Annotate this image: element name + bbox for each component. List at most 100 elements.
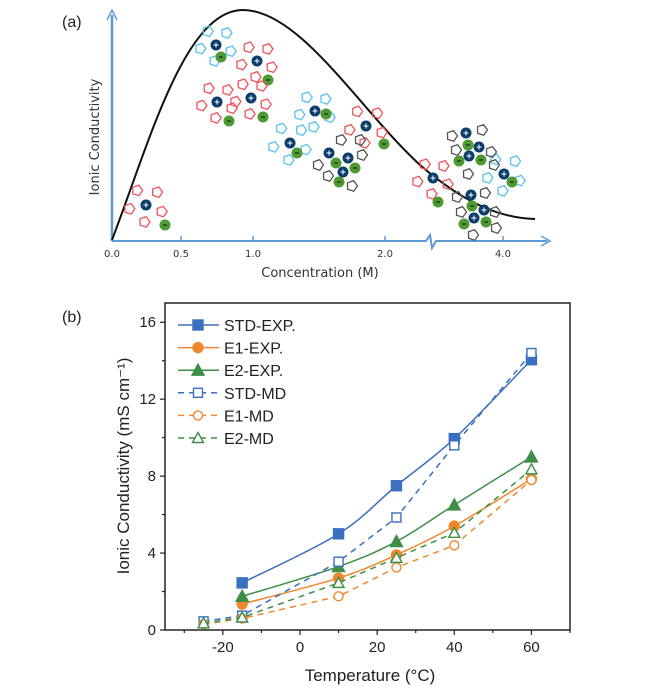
series-line — [203, 468, 532, 625]
solvent-molecule-icon — [262, 42, 274, 55]
plus-sign — [363, 123, 369, 129]
plot-frame — [164, 302, 571, 631]
solvent-molecule-icon — [266, 61, 279, 74]
plus-sign — [481, 207, 487, 213]
legend-item: E2-MD — [178, 431, 274, 448]
solvent-molecule-icon — [139, 215, 151, 228]
solvent-molecule-icon — [514, 174, 527, 187]
legend-label: E1-MD — [224, 408, 274, 425]
solvent-molecule-icon — [308, 120, 320, 133]
panel-b-series — [196, 347, 539, 630]
solvent-molecule-icon — [236, 58, 248, 71]
series-line — [203, 479, 532, 625]
series-line — [241, 456, 532, 598]
legend-item: E1-MD — [178, 408, 274, 425]
solvent-molecule-icon — [196, 99, 208, 112]
y-axis-arrow — [106, 8, 118, 21]
solvent-molecule-icon — [195, 42, 207, 55]
square-marker — [391, 512, 402, 523]
solvent-molecule-icon — [250, 70, 262, 83]
circle-marker — [449, 540, 460, 551]
solvent-molecule-icon — [151, 186, 164, 199]
plus-sign — [468, 192, 474, 198]
x-tick-label: 0 — [296, 639, 304, 656]
plus-sign — [254, 58, 260, 64]
solvent-molecule-icon — [451, 190, 464, 203]
legend-label: STD-EXP. — [224, 318, 296, 335]
legend-item: STD-EXP. — [178, 318, 296, 335]
square-marker — [236, 577, 248, 589]
x-tick-label-a: 1.0 — [245, 249, 261, 260]
x-axis-title-a: Concentration (M) — [261, 266, 378, 281]
panel-a-diagram: (a) Ionic Conductivity Concentration (M)… — [62, 8, 552, 281]
panel-a-axes — [106, 8, 552, 251]
solvent-molecule-icon — [244, 107, 256, 120]
legend-item: STD-MD — [178, 386, 286, 403]
solvent-molecule-icon — [488, 158, 501, 171]
solvent-molecule-icon — [419, 158, 431, 171]
solvation-clusters — [124, 25, 527, 241]
solvent-molecule-icon — [295, 124, 308, 137]
triangle-marker — [447, 525, 461, 539]
solvent-molecule-icon — [497, 184, 509, 197]
legend-label: E2-MD — [224, 431, 274, 448]
series-e2-exp — [234, 449, 539, 603]
solvent-molecule-icon — [237, 78, 249, 91]
solvent-molecule-icon — [476, 123, 489, 136]
circle-marker — [391, 562, 402, 573]
solvent-molecule-icon — [156, 205, 169, 218]
solvent-molecule-icon — [260, 98, 273, 111]
x-tick-label-a: 0.0 — [104, 249, 120, 260]
legend: STD-EXP. E1-EXP. E2-EXP. STD-MD E1-MD E2-MD — [178, 318, 296, 448]
solvent-molecule-icon — [509, 155, 522, 168]
square-marker — [390, 480, 403, 492]
plus-sign — [340, 169, 346, 175]
solvent-molecule-icon — [490, 153, 502, 166]
solvent-molecule-icon — [322, 169, 335, 182]
y-tick-label: 8 — [148, 468, 156, 485]
x-axis-arrow — [540, 235, 552, 247]
plus-sign — [501, 171, 507, 177]
square-marker — [333, 556, 344, 567]
solvent-molecule-icon — [376, 126, 389, 139]
solvent-molecule-icon — [450, 143, 463, 156]
circle-marker — [192, 410, 204, 421]
plus-sign — [213, 42, 219, 48]
solvent-molecule-icon — [210, 111, 222, 124]
square-marker — [332, 528, 345, 540]
y-tick-label: 16 — [139, 314, 156, 331]
triangle-marker — [191, 431, 205, 444]
solvent-molecule-icon — [344, 123, 356, 136]
solvent-molecule-icon — [301, 91, 313, 104]
y-tick-label: 12 — [139, 391, 156, 408]
x-tick-label-a: 4.0 — [495, 249, 511, 260]
triangle-marker — [524, 462, 539, 475]
solvent-molecule-icon — [359, 136, 371, 149]
panel-b-axes: -20 0 20 40 60 0 4 8 12 16 — [139, 302, 571, 656]
solvent-molecule-icon — [203, 82, 215, 95]
x-tick-label: 20 — [369, 639, 386, 656]
triangle-marker — [389, 534, 404, 548]
y-axis-title-a: Ionic Conductivity — [88, 78, 103, 195]
plus-sign — [466, 153, 472, 159]
plus-sign — [312, 108, 318, 114]
legend-label: E1-EXP. — [224, 341, 283, 358]
solvent-molecule-icon — [446, 129, 459, 142]
solvent-molecule-icon — [482, 171, 494, 184]
solvent-molecule-icon — [256, 79, 268, 92]
solvent-molecule-icon — [225, 45, 238, 58]
panel-b-label: (b) — [62, 309, 82, 326]
solvent-molecule-icon — [276, 122, 288, 135]
circle-marker — [333, 591, 344, 602]
x-tick-label-a: 0.5 — [173, 249, 189, 260]
solvent-molecule-icon — [243, 41, 255, 54]
square-marker — [526, 347, 537, 359]
series-e2-md — [196, 462, 539, 629]
square-marker — [192, 319, 204, 331]
plus-sign — [287, 140, 293, 146]
series-line — [241, 478, 532, 605]
solvent-molecule-icon — [490, 221, 503, 234]
series-e1-md — [198, 474, 537, 630]
solvent-molecule-icon — [312, 158, 325, 171]
